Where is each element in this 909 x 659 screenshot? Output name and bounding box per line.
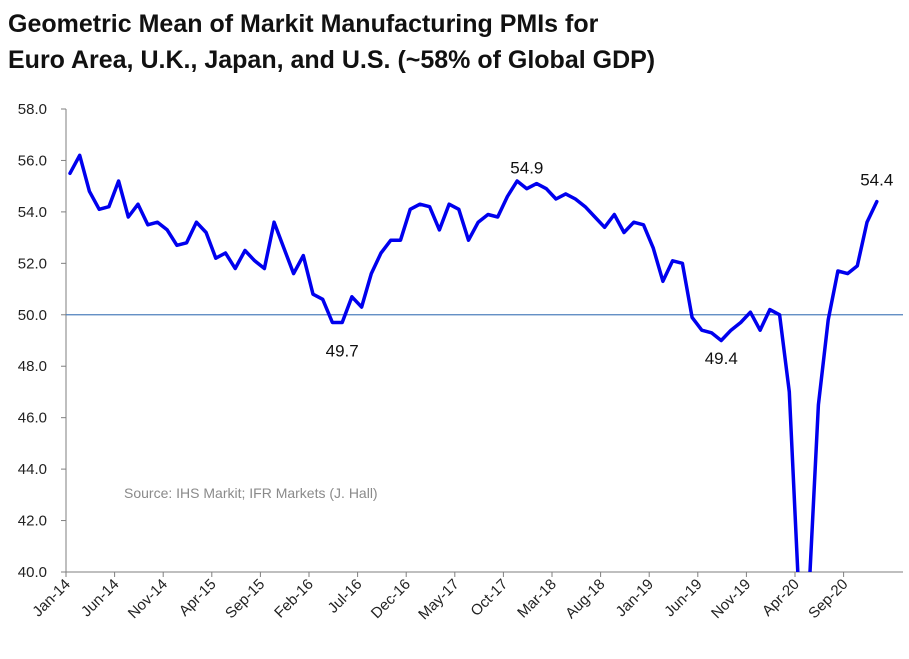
x-tick-label: Mar-18 bbox=[514, 576, 560, 622]
source-note: Source: IHS Markit; IFR Markets (J. Hall… bbox=[124, 485, 378, 501]
x-tick-label: Aug-18 bbox=[562, 576, 608, 622]
x-tick-label: Sep-20 bbox=[805, 576, 851, 622]
x-tick-label: Feb-16 bbox=[271, 576, 317, 622]
axes: 40.0 42.0 44.0 46.0 48.0 50.0 52.0 54.0 56.0 58.0… bbox=[18, 101, 903, 623]
x-tick-label: Apr-15 bbox=[176, 576, 220, 620]
x-tick-label: Jun-19 bbox=[661, 576, 705, 620]
y-tick-label: 42.0 bbox=[18, 513, 47, 530]
y-tick-label: 44.0 bbox=[18, 461, 47, 478]
y-tick-label: 58.0 bbox=[18, 101, 47, 118]
x-tick-label: Sep-15 bbox=[222, 576, 268, 622]
y-tick-label: 52.0 bbox=[18, 255, 47, 272]
data-label: 49.7 bbox=[326, 341, 359, 360]
data-label: 54.9 bbox=[510, 159, 543, 178]
y-tick-label: 46.0 bbox=[18, 410, 47, 427]
chart-title: Geometric Mean of Markit Manufacturing P… bbox=[8, 6, 898, 78]
x-tick-label: Nov-14 bbox=[125, 576, 171, 622]
y-tick-label: 48.0 bbox=[18, 358, 47, 375]
y-tick-label: 50.0 bbox=[18, 307, 47, 324]
x-tick-label: Oct-17 bbox=[467, 576, 511, 620]
y-tick-label: 54.0 bbox=[18, 204, 47, 221]
x-tick-label: Nov-19 bbox=[708, 576, 754, 622]
series-group bbox=[68, 153, 879, 572]
x-tick-label: Jul-16 bbox=[325, 576, 366, 617]
series-line-0 bbox=[68, 153, 879, 572]
data-label: 49.4 bbox=[705, 349, 738, 368]
y-tick-label: 56.0 bbox=[18, 152, 47, 169]
y-tick-label: 40.0 bbox=[18, 564, 47, 581]
x-tick-label: Jan-19 bbox=[613, 576, 657, 620]
data-label: 54.4 bbox=[860, 171, 893, 190]
labels-group: 49.7 54.9 49.4 54.4 Source: IHS Markit; IFR … bbox=[124, 159, 893, 501]
chart-title-line2: Euro Area, U.K., Japan, and U.S. (~58% o… bbox=[8, 46, 656, 74]
chart-title-line1: Geometric Mean of Markit Manufacturing P… bbox=[8, 10, 599, 38]
x-tick-label: Jun-14 bbox=[78, 576, 122, 620]
x-tick-label: Jan-14 bbox=[29, 576, 73, 620]
x-tick-label: Dec-16 bbox=[368, 576, 414, 622]
x-tick-label: Apr-20 bbox=[759, 576, 803, 620]
x-tick-label: May-17 bbox=[415, 576, 462, 623]
